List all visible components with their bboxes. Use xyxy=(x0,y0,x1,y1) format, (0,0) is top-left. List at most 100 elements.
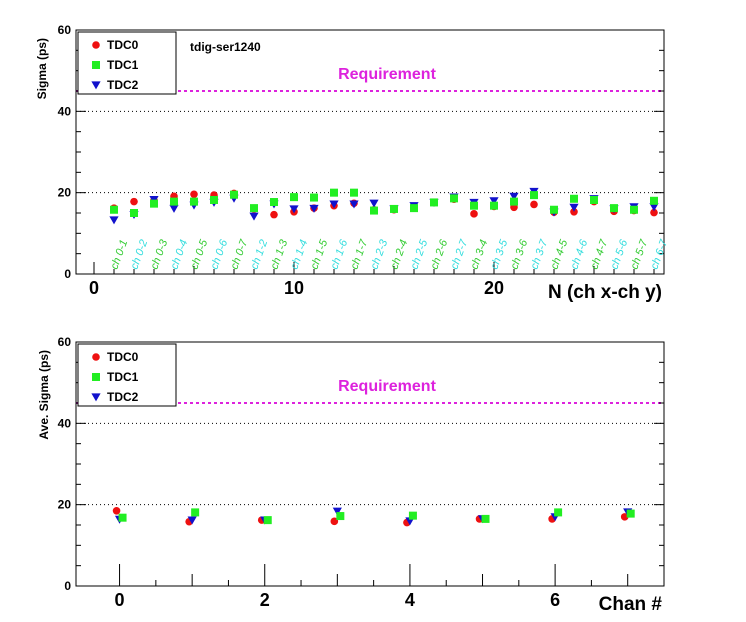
data-point-tdc1 xyxy=(190,197,198,206)
x-axis-label: N (ch x-ch y) xyxy=(548,282,662,303)
y-tick-label: 20 xyxy=(58,498,72,512)
data-point-tdc0 xyxy=(530,200,538,209)
channel-pair-label: ch 1-4 xyxy=(289,238,311,271)
channel-pair-label: ch 1-3 xyxy=(269,237,291,271)
y-axis-label: Ave. Sigma (ps) xyxy=(37,350,51,440)
data-point-tdc1 xyxy=(610,204,618,213)
data-point-tdc1 xyxy=(370,206,378,215)
channel-pair-label: ch 2-3 xyxy=(369,237,391,271)
legend-marker xyxy=(91,393,101,402)
y-tick-label: 60 xyxy=(58,23,72,37)
x-tick-label: 0 xyxy=(89,278,99,298)
chart-1: Requirement 0 20 40 60 0 10 20 N (ch x-ch y) Sigm… xyxy=(35,23,671,303)
data-point-tdc1 xyxy=(626,509,635,518)
y-tick-label: 60 xyxy=(58,335,72,349)
x-tick-label: 4 xyxy=(405,590,415,610)
x-tick-label: 20 xyxy=(484,278,504,298)
channel-pair-label: ch 2-4 xyxy=(389,238,411,271)
chart-annotation: tdig-ser1240 xyxy=(190,40,261,54)
data-point-tdc0 xyxy=(330,517,339,526)
data-point-tdc0 xyxy=(270,210,278,219)
legend-label: TDC2 xyxy=(107,390,139,404)
channel-pair-label: ch 0-7 xyxy=(229,237,251,271)
channel-pair-label: ch 0-3 xyxy=(149,237,171,271)
data-point-tdc1 xyxy=(130,209,138,217)
channel-pair-label: ch 0-2 xyxy=(129,238,151,271)
legend: TDC0 TDC1 TDC2 xyxy=(77,31,177,95)
data-point-tdc1 xyxy=(350,188,358,197)
data-point-tdc1 xyxy=(336,512,345,521)
y-tick-label: 20 xyxy=(58,186,72,200)
y-axis-label: Sigma (ps) xyxy=(35,38,49,99)
legend-label: TDC0 xyxy=(107,350,139,364)
data-point-tdc2 xyxy=(169,204,179,213)
channel-pair-label: ch 1-2 xyxy=(249,238,271,271)
data-point-tdc1 xyxy=(450,194,458,203)
channel-pair-label: ch 0-5 xyxy=(189,237,211,271)
y-tick-label: 0 xyxy=(64,579,71,593)
channel-pair-label: ch 0-6 xyxy=(209,237,231,271)
data-point-tdc0 xyxy=(190,190,198,199)
data-point-tdc1 xyxy=(630,205,638,214)
legend-label: TDC0 xyxy=(107,38,139,52)
data-point-tdc1 xyxy=(118,513,127,522)
data-point-tdc2 xyxy=(349,200,359,209)
data-point-tdc2 xyxy=(369,199,379,208)
data-point-tdc2 xyxy=(249,212,259,221)
channel-pair-label: ch 6-7 xyxy=(649,237,671,271)
data-point-tdc2 xyxy=(489,197,499,206)
data-point-tdc1 xyxy=(290,193,298,202)
legend-marker xyxy=(92,61,100,69)
channel-pair-label: ch 5-7 xyxy=(629,237,651,271)
x-tick-label: 0 xyxy=(115,590,125,610)
y-tick-label: 40 xyxy=(58,416,72,430)
data-point-tdc1 xyxy=(530,191,538,200)
legend: TDC0 TDC1 TDC2 xyxy=(77,343,177,407)
channel-pair-label: ch 3-5 xyxy=(489,237,511,271)
channel-pair-label: ch 5-6 xyxy=(609,237,631,271)
data-point-tdc1 xyxy=(390,204,398,213)
data-point-tdc0 xyxy=(620,513,629,521)
requirement-label: Requirement xyxy=(338,66,436,83)
x-tick-label: 2 xyxy=(260,590,270,610)
channel-pair-label: ch 4-6 xyxy=(569,237,591,271)
data-point-tdc1 xyxy=(270,198,278,207)
channel-pair-label: ch 2-7 xyxy=(449,237,471,271)
y-tick-label: 0 xyxy=(64,267,71,281)
data-point-tdc1 xyxy=(263,516,272,525)
channel-pair-label: ch 3-7 xyxy=(529,237,551,271)
data-point-tdc1 xyxy=(230,190,238,199)
data-point-tdc1 xyxy=(408,511,417,520)
data-point-tdc2 xyxy=(332,507,342,516)
data-point-tdc1 xyxy=(310,193,318,202)
data-point-tdc1 xyxy=(210,195,218,204)
channel-pair-label: ch 0-1 xyxy=(109,238,131,271)
data-point-tdc2 xyxy=(309,204,319,213)
legend-label: TDC1 xyxy=(107,58,139,72)
data-point-tdc2 xyxy=(187,516,197,525)
data-point-tdc1 xyxy=(410,204,418,213)
data-point-tdc1 xyxy=(470,201,478,210)
data-point-tdc0 xyxy=(112,506,121,515)
data-point-tdc1 xyxy=(430,198,438,207)
x-axis-label: Chan # xyxy=(599,594,663,615)
data-point-tdc1 xyxy=(481,514,490,523)
x-tick-label: 6 xyxy=(550,590,560,610)
legend-label: TDC2 xyxy=(107,78,139,92)
chart-2: Requirement 0 20 40 60 0 2 4 6 Chan # Ave. Sigma (… xyxy=(37,335,665,615)
data-point-tdc0 xyxy=(570,207,578,216)
requirement-label: Requirement xyxy=(338,378,436,395)
data-point-tdc2 xyxy=(329,200,339,209)
data-point-tdc0 xyxy=(470,210,478,218)
legend-marker xyxy=(92,353,100,361)
data-point-tdc1 xyxy=(554,508,563,517)
legend-marker xyxy=(91,81,101,90)
channel-pair-label: ch 3-4 xyxy=(469,238,491,271)
data-point-tdc1 xyxy=(250,204,258,213)
data-point-tdc1 xyxy=(570,194,578,203)
data-point-tdc2 xyxy=(109,216,119,225)
data-point-tdc1 xyxy=(590,195,598,204)
data-point-tdc2 xyxy=(569,203,579,212)
channel-pair-label: ch 4-5 xyxy=(549,237,571,271)
channel-pair-label: ch 3-6 xyxy=(509,237,531,271)
